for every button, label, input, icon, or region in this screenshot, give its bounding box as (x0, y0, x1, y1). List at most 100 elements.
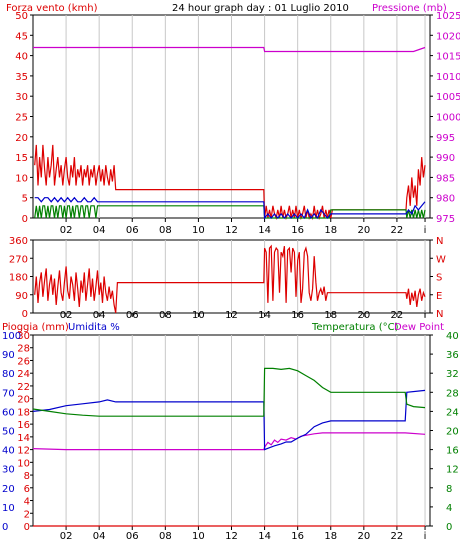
humidity-axis-tick-label: 80 (2, 369, 15, 380)
wind-speed-axis-tick-label: 5 (22, 194, 28, 205)
x-tick-label: 06 (126, 310, 139, 321)
pressure-axis-label: Pressione (mb) (372, 3, 447, 14)
humidity-axis-tick-label: 90 (2, 350, 15, 361)
rain-axis-tick-label: 10 (17, 458, 30, 469)
pressure-axis-tick-label: 1015 (436, 52, 460, 63)
wind-speed-axis-tick-label: 40 (15, 52, 28, 63)
rain-axis-tick-label: 6 (24, 484, 30, 495)
pressure-axis-tick-label: 995 (436, 133, 455, 144)
wind-direction-axis-tick-label: 90 (15, 291, 28, 302)
pressure-axis-tick-label: 980 (436, 194, 455, 205)
x-tick-label: 12 (225, 531, 238, 542)
x-tick-label: 22 (391, 225, 404, 236)
wind-direction-axis-tick-label: 270 (9, 254, 28, 265)
x-tick-label: 22 (391, 531, 404, 542)
x-tick-label: 20 (357, 531, 370, 542)
compass-axis-tick-label: E (436, 291, 442, 302)
x-tick-label: i (424, 531, 427, 542)
x-tick-label: 14 (258, 225, 271, 236)
wind-series-green (34, 205, 426, 219)
chart-title: 24 hour graph day : 01 Luglio 2010 (172, 3, 349, 14)
temperature-axis-tick-label: 24 (446, 407, 459, 418)
wind-speed-axis-tick-label: 45 (15, 31, 28, 42)
rain-axis-tick-label: 28 (17, 344, 30, 355)
x-tick-label: i (424, 310, 427, 321)
rain-axis-tick-label: 18 (17, 407, 30, 418)
temperature-axis-tick-label: 28 (446, 388, 459, 399)
pressure-axis-tick-label: 1020 (436, 31, 460, 42)
x-tick-label: 18 (324, 225, 337, 236)
x-tick-label: 16 (291, 310, 304, 321)
x-tick-label: 06 (126, 531, 139, 542)
x-tick-label: 02 (60, 310, 73, 321)
wind-direction-axis-tick-label: 360 (9, 236, 28, 247)
rain-axis-tick-label: 2 (24, 509, 30, 520)
pressure-series (33, 46, 426, 53)
rain-axis-tick-label: 16 (17, 420, 30, 431)
compass-axis-tick-label: S (436, 273, 442, 284)
wind-series-blue (34, 196, 426, 220)
pressure-axis-tick-label: 990 (436, 153, 455, 164)
x-tick-label: 02 (60, 225, 73, 236)
rain-axis-tick-label: 12 (17, 446, 30, 457)
wind-speed-axis-tick-label: 10 (15, 173, 28, 184)
temperature-axis-tick-label: 20 (446, 427, 459, 438)
wind-speed-axis-tick-label: 50 (15, 11, 28, 22)
x-tick-label: 08 (159, 531, 172, 542)
wind-direction-axis-tick-label: 0 (22, 309, 28, 320)
wind-speed-axis-tick-label: 20 (15, 133, 28, 144)
pressure-axis-tick-label: 1000 (436, 113, 460, 124)
temperature-axis-tick-label: 0 (446, 522, 452, 533)
rain-axis-tick-label: 24 (17, 369, 30, 380)
wind-direction-axis-tick-label: 180 (9, 273, 28, 284)
rain-axis-tick-label: 30 (17, 331, 30, 342)
x-tick-label: 10 (192, 225, 205, 236)
pressure-axis-tick-label: 1025 (436, 11, 460, 22)
x-tick-label: 16 (291, 531, 304, 542)
temp-series-magenta (32, 432, 426, 451)
x-tick-label: 14 (258, 531, 271, 542)
compass-axis-tick-label: W (436, 254, 446, 265)
temperature-axis-tick-label: 36 (446, 350, 459, 361)
x-tick-label: 20 (357, 310, 370, 321)
x-tick-label: 08 (159, 225, 172, 236)
humidity-axis-label: Umidita % (68, 322, 120, 333)
temperature-axis-tick-label: 12 (446, 465, 459, 476)
x-tick-label: 06 (126, 225, 139, 236)
rain-axis-tick-label: 14 (17, 433, 30, 444)
humidity-series-blue (32, 389, 426, 451)
temperature-axis-tick-label: 40 (446, 331, 459, 342)
humidity-axis-tick-label: 10 (2, 503, 15, 514)
humidity-axis-tick-label: 40 (2, 446, 15, 457)
x-tick-label: 18 (324, 310, 337, 321)
x-tick-label: 20 (357, 225, 370, 236)
rain-axis-tick-label: 8 (24, 471, 30, 482)
rain-axis-tick-label: 26 (17, 356, 30, 367)
x-tick-label: 12 (225, 225, 238, 236)
x-tick-label: 04 (93, 531, 106, 542)
temperature-axis-tick-label: 16 (446, 446, 459, 457)
rain-axis-tick-label: 4 (24, 497, 30, 508)
temperature-axis-tick-label: 8 (446, 484, 452, 495)
pressure-axis-tick-label: 1010 (436, 72, 460, 83)
compass-axis-tick-label: N (436, 309, 443, 320)
rain-axis-tick-label: 20 (17, 395, 30, 406)
humidity-axis-tick-label: 0 (2, 522, 8, 533)
x-tick-label: 18 (324, 531, 337, 542)
x-tick-label: 10 (192, 310, 205, 321)
chart-panels: 02 04 06 08 10 12 14 16 18 20 22 i05101520253035404… (2, 11, 460, 542)
pressure-axis-tick-label: 1005 (436, 92, 460, 103)
x-tick-label: 04 (93, 225, 106, 236)
dew-point-axis-label: Dew Point (394, 322, 444, 333)
humidity-axis-tick-label: 70 (2, 388, 15, 399)
rain-axis-label: Pioggia (mm) (2, 322, 69, 333)
humidity-axis-tick-label: 50 (2, 427, 15, 438)
temperature-axis-tick-label: 32 (446, 369, 459, 380)
x-tick-label: 10 (192, 531, 205, 542)
wind-speed-axis-tick-label: 35 (15, 72, 28, 83)
humidity-axis-tick-label: 20 (2, 484, 15, 495)
x-tick-label: 08 (159, 310, 172, 321)
wind-direction-series (34, 244, 426, 314)
x-tick-label: 16 (291, 225, 304, 236)
